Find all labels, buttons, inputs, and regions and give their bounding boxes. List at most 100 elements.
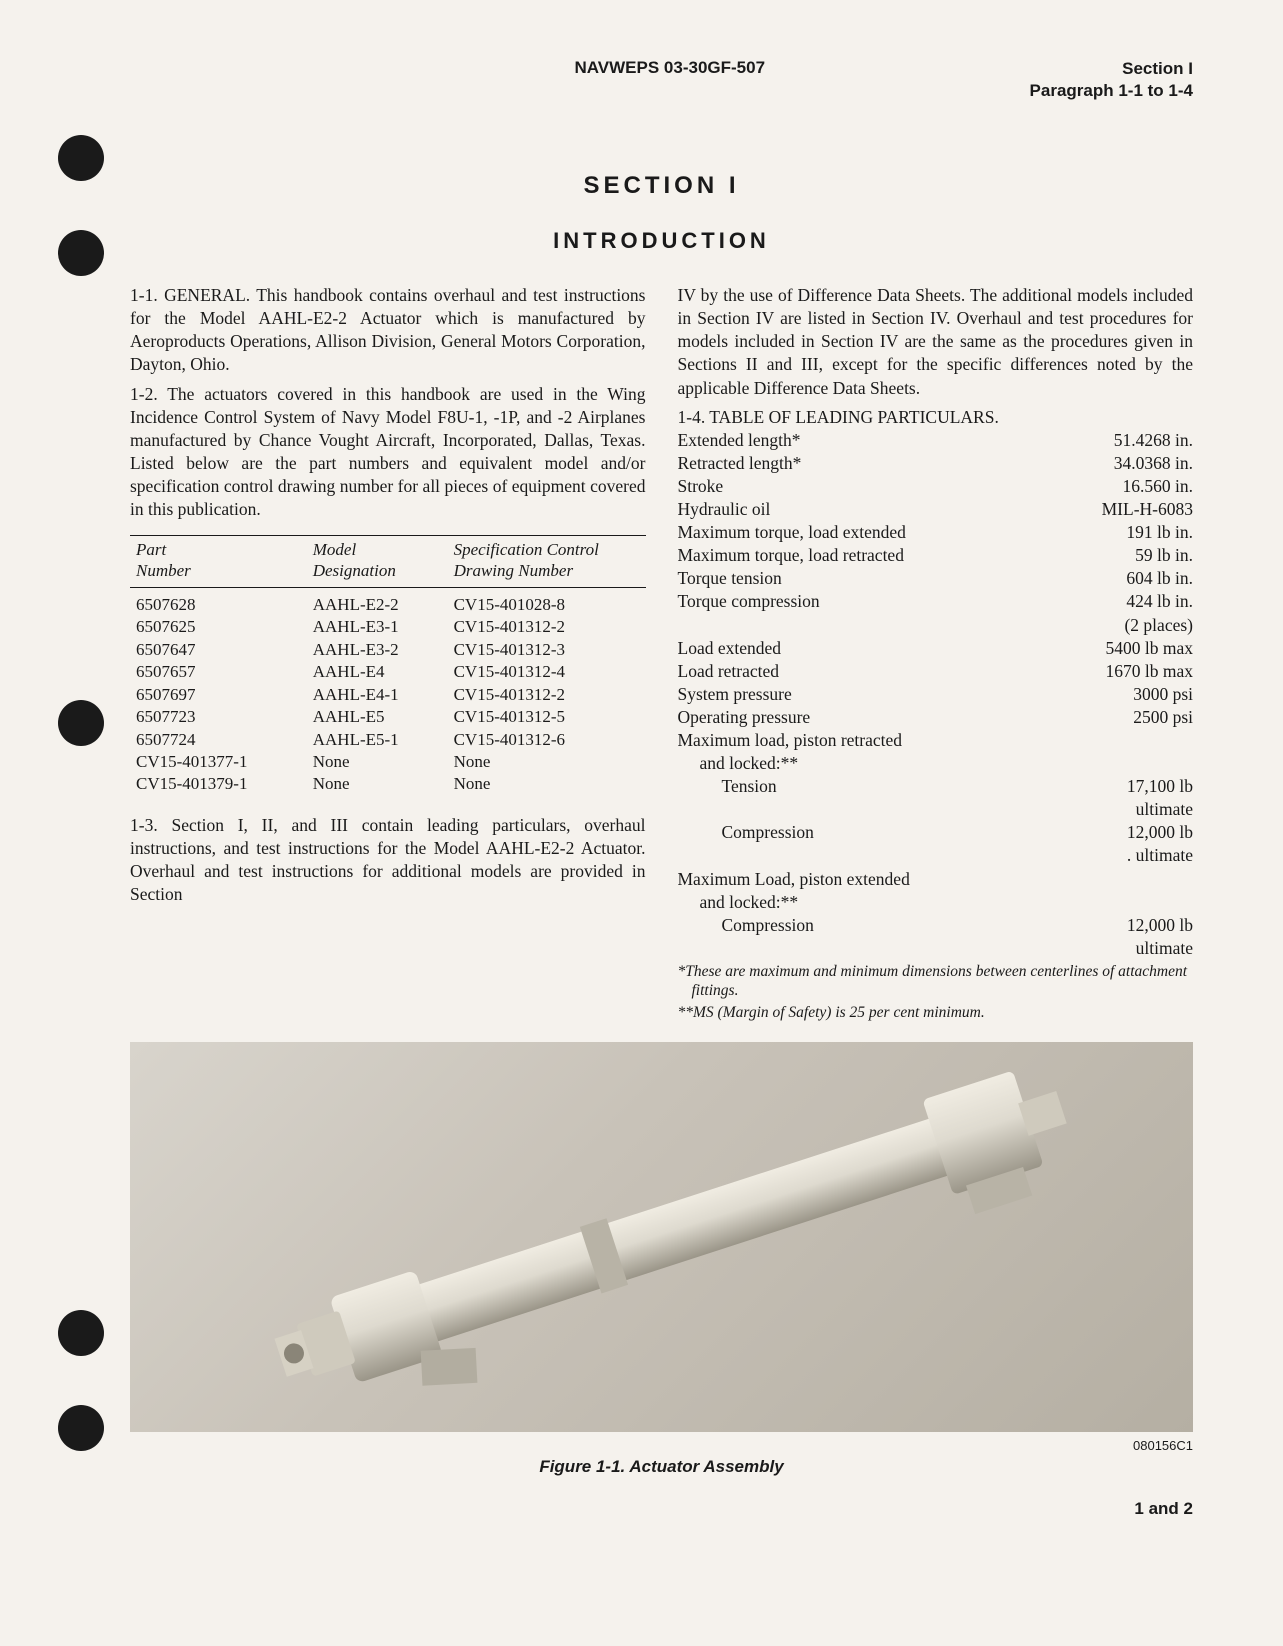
table-cell: 6507657	[130, 661, 283, 683]
header-section-info: Section I Paragraph 1-1 to 1-4	[1030, 58, 1193, 102]
parts-th-model: Model Designation	[283, 536, 434, 588]
table-cell: AAHL-E3-1	[283, 616, 434, 638]
particulars-row: Maximum Load, piston extended	[678, 868, 1194, 891]
particulars-label: Load extended	[678, 637, 1106, 660]
table-row: 6507657AAHL-E4CV15-401312-4	[130, 661, 646, 683]
particulars-value: 17,100 lb	[1127, 775, 1193, 798]
particulars-label: Compression	[678, 914, 1127, 937]
particulars-row: Load retracted1670 lb max	[678, 660, 1194, 683]
table-cell: None	[283, 773, 434, 795]
table-cell: AAHL-E2-2	[283, 587, 434, 616]
table-cell: None	[283, 751, 434, 773]
parts-table: Part Number Model Designation Specificat…	[130, 535, 646, 796]
table-cell: 6507697	[130, 684, 283, 706]
particulars-label	[678, 937, 1136, 960]
table-row: 6507625AAHL-E3-1CV15-401312-2	[130, 616, 646, 638]
table-cell: 6507723	[130, 706, 283, 728]
column-left: 1-1. GENERAL. This handbook contains ove…	[130, 284, 646, 1022]
punch-hole	[58, 230, 104, 276]
table-cell: 6507724	[130, 729, 283, 751]
particulars-row: and locked:**	[678, 752, 1194, 775]
particulars-row: Operating pressure2500 psi	[678, 706, 1194, 729]
paragraph-1-2: 1-2. The actuators covered in this handb…	[130, 383, 646, 522]
parts-th-spec: Specification Control Drawing Number	[434, 536, 646, 588]
table-cell: 6507625	[130, 616, 283, 638]
table-cell: AAHL-E3-2	[283, 639, 434, 661]
table-cell: AAHL-E4-1	[283, 684, 434, 706]
table-cell: None	[434, 751, 646, 773]
particulars-row: ultimate	[678, 937, 1194, 960]
table-row: 6507647AAHL-E3-2CV15-401312-3	[130, 639, 646, 661]
particulars-value: 424 lb in.	[1126, 590, 1193, 613]
particulars-value: ultimate	[1136, 937, 1193, 960]
page-header: NAVWEPS 03-30GF-507 Section I Paragraph …	[130, 58, 1193, 102]
particulars-row: Extended length*51.4268 in.	[678, 429, 1194, 452]
paragraph-1-1: 1-1. GENERAL. This handbook contains ove…	[130, 284, 646, 376]
table-cell: CV15-401312-6	[434, 729, 646, 751]
particulars-row: Torque compression424 lb in.	[678, 590, 1194, 613]
doc-id: NAVWEPS 03-30GF-507	[130, 58, 1030, 102]
particulars-label	[678, 844, 1127, 867]
particulars-row: Tension17,100 lb	[678, 775, 1194, 798]
table-cell: 6507647	[130, 639, 283, 661]
particulars-label: Tension	[678, 775, 1127, 798]
particulars-label	[678, 798, 1136, 821]
particulars-value: 604 lb in.	[1126, 567, 1193, 590]
particulars-label: and locked:**	[678, 752, 1194, 775]
particulars-value: 51.4268 in.	[1114, 429, 1193, 452]
particulars-label: Maximum torque, load retracted	[678, 544, 1136, 567]
particulars-value: 59 lb in.	[1135, 544, 1193, 567]
particulars-label: Torque tension	[678, 567, 1127, 590]
table-row: CV15-401377-1NoneNone	[130, 751, 646, 773]
table-cell: CV15-401028-8	[434, 587, 646, 616]
particulars-value: 2500 psi	[1133, 706, 1193, 729]
particulars-label: Operating pressure	[678, 706, 1134, 729]
particulars-label: Extended length*	[678, 429, 1114, 452]
parts-th-partnumber: Part Number	[130, 536, 283, 588]
particulars-value: (2 places)	[1124, 614, 1193, 637]
particulars-value: 191 lb in.	[1126, 521, 1193, 544]
particulars-label: and locked:**	[678, 891, 1194, 914]
table-cell: CV15-401312-3	[434, 639, 646, 661]
header-section-line1: Section I	[1030, 58, 1193, 80]
particulars-row: Stroke16.560 in.	[678, 475, 1194, 498]
particulars-row: . ultimate	[678, 844, 1194, 867]
table-row: 6507724AAHL-E5-1CV15-401312-6	[130, 729, 646, 751]
particulars-label: Maximum Load, piston extended	[678, 868, 1194, 891]
figure-1-1: 080156C1 Figure 1-1. Actuator Assembly	[130, 1042, 1193, 1477]
table-cell: CV15-401312-4	[434, 661, 646, 683]
particulars-label: System pressure	[678, 683, 1134, 706]
particulars-label	[678, 614, 1125, 637]
particulars-table: Extended length*51.4268 in.Retracted len…	[678, 429, 1194, 960]
footnote-1: *These are maximum and minimum dimension…	[678, 962, 1194, 1001]
particulars-value: 3000 psi	[1133, 683, 1193, 706]
table-cell: None	[434, 773, 646, 795]
particulars-value: . ultimate	[1127, 844, 1193, 867]
particulars-row: Hydraulic oilMIL-H-6083	[678, 498, 1194, 521]
figure-code: 080156C1	[130, 1438, 1193, 1453]
particulars-value: ultimate	[1136, 798, 1193, 821]
punch-hole	[58, 1310, 104, 1356]
particulars-label: Stroke	[678, 475, 1123, 498]
particulars-label: Compression	[678, 821, 1127, 844]
punch-hole	[58, 700, 104, 746]
section-title: SECTION I	[130, 172, 1193, 200]
introduction-title: INTRODUCTION	[130, 228, 1193, 254]
document-page: NAVWEPS 03-30GF-507 Section I Paragraph …	[0, 0, 1283, 1646]
table-row: 6507628AAHL-E2-2CV15-401028-8	[130, 587, 646, 616]
figure-image	[130, 1042, 1193, 1432]
table-row: CV15-401379-1NoneNone	[130, 773, 646, 795]
column-right: IV by the use of Difference Data Sheets.…	[678, 284, 1194, 1022]
page-number: 1 and 2	[130, 1499, 1193, 1519]
particulars-label: Load retracted	[678, 660, 1106, 683]
particulars-row: Retracted length*34.0368 in.	[678, 452, 1194, 475]
table-cell: AAHL-E5-1	[283, 729, 434, 751]
particulars-row: Maximum torque, load retracted59 lb in.	[678, 544, 1194, 567]
paragraph-1-3: 1-3. Section I, II, and III contain lead…	[130, 814, 646, 906]
header-section-line2: Paragraph 1-1 to 1-4	[1030, 80, 1193, 102]
actuator-illustration	[220, 1042, 1103, 1432]
body-columns: 1-1. GENERAL. This handbook contains ove…	[130, 284, 1193, 1022]
particulars-row: Maximum torque, load extended191 lb in.	[678, 521, 1194, 544]
table-cell: CV15-401312-2	[434, 616, 646, 638]
table-cell: CV15-401312-2	[434, 684, 646, 706]
